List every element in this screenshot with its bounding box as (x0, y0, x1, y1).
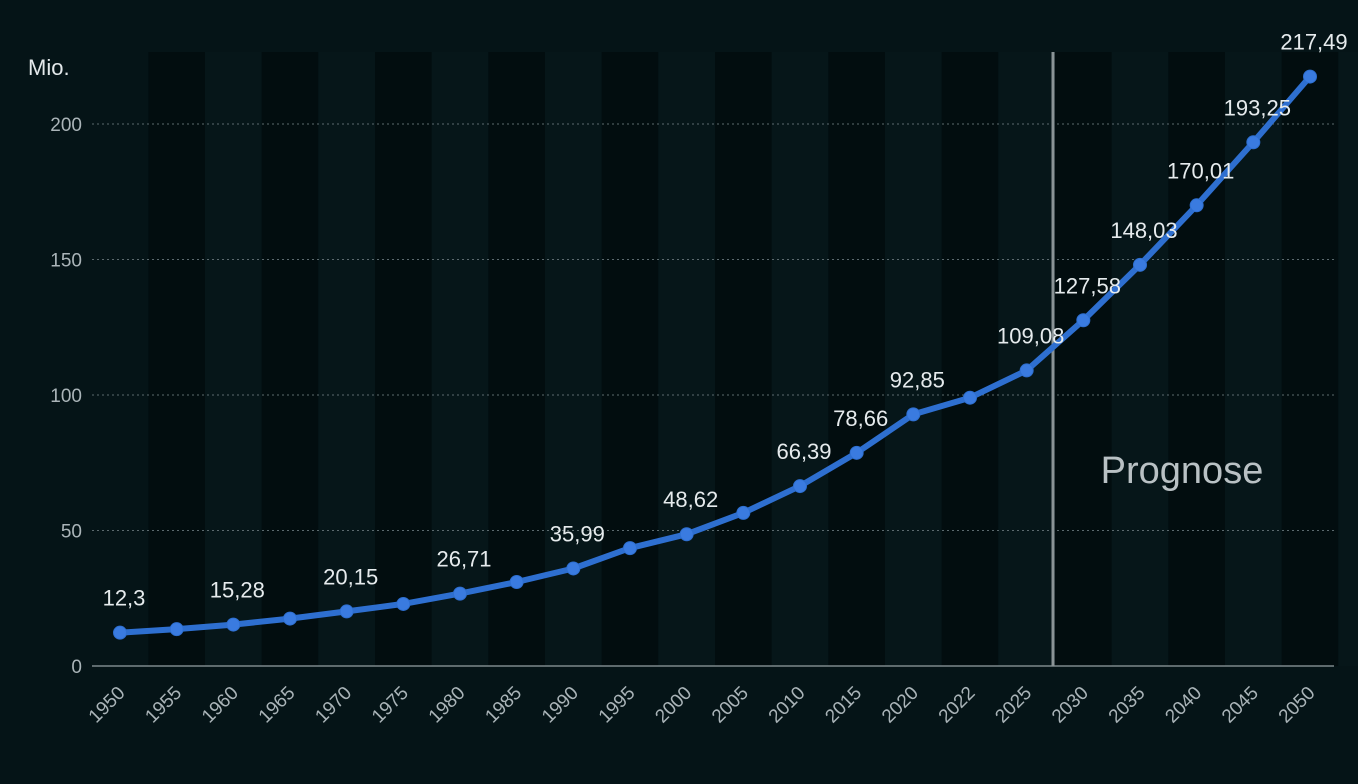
data-label: 193,25 (1224, 95, 1291, 120)
data-point (679, 527, 694, 542)
column-band (941, 52, 999, 666)
data-label: 127,58 (1054, 273, 1121, 298)
column-band (318, 52, 375, 666)
x-tick-label: 1980 (425, 683, 470, 728)
x-tick-label: 2015 (821, 683, 866, 728)
data-point (339, 604, 354, 619)
data-point (169, 622, 184, 637)
data-point (509, 574, 524, 589)
data-label: 26,71 (436, 547, 491, 572)
data-point (1303, 69, 1317, 84)
y-tick-label: 50 (61, 522, 82, 543)
data-label: 20,15 (323, 564, 378, 589)
x-tick-label: 2010 (765, 683, 810, 728)
data-point (1019, 363, 1034, 378)
column-band (658, 52, 715, 666)
x-tick-label: 2020 (878, 683, 923, 728)
x-tick-label: 1960 (198, 683, 243, 728)
data-point (623, 541, 637, 556)
column-band (205, 52, 262, 666)
x-tick-label: 1995 (595, 683, 640, 728)
data-point (566, 561, 581, 576)
column-band (885, 52, 942, 666)
data-label: 148,03 (1110, 218, 1177, 243)
x-tick-label: 1970 (311, 683, 356, 728)
data-point (1133, 257, 1147, 272)
data-point (1246, 135, 1261, 150)
column-band (261, 52, 319, 666)
x-tick-labels: 1950 1955 1960 1965 1970 1975 1980 1985 1990 1995… (85, 683, 1320, 728)
gridlines (92, 123, 1334, 531)
data-point (453, 586, 467, 601)
data-label: 12,3 (103, 586, 146, 611)
x-tick-label: 2005 (708, 683, 753, 728)
data-point (736, 505, 751, 520)
column-band (1168, 52, 1225, 666)
data-label: 15,28 (210, 578, 265, 603)
column-band (1281, 52, 1339, 666)
data-point (963, 390, 977, 405)
data-point (226, 617, 241, 632)
column-band (148, 52, 205, 666)
x-tick-label: 2040 (1161, 683, 1206, 728)
x-tick-label: 1950 (85, 683, 130, 728)
x-tick-label: 2050 (1275, 683, 1320, 728)
column-band (771, 52, 829, 666)
x-tick-label: 1985 (481, 683, 526, 728)
data-point (283, 611, 297, 626)
x-tick-label: 2035 (1105, 683, 1150, 728)
data-point (396, 596, 411, 611)
column-band (488, 52, 545, 666)
data-point (793, 479, 807, 494)
data-label: 48,62 (663, 487, 718, 512)
data-label: 92,85 (890, 367, 945, 392)
data-point (113, 625, 127, 640)
column-band (715, 52, 772, 666)
column-band (375, 52, 432, 666)
x-tick-label: 2025 (991, 683, 1036, 728)
data-points (113, 69, 1317, 640)
x-tick-label: 2000 (651, 683, 696, 728)
data-point (1076, 313, 1091, 328)
x-tick-label: 2030 (1048, 683, 1093, 728)
y-tick-label: 200 (50, 115, 82, 136)
forecast-label: Prognose (1101, 450, 1264, 492)
data-label: 35,99 (550, 521, 605, 546)
data-label: 78,66 (833, 406, 888, 431)
x-tick-label: 1975 (368, 683, 413, 728)
y-tick-label: 100 (50, 386, 82, 407)
data-label: 217,49 (1280, 30, 1347, 55)
data-point (849, 445, 864, 460)
data-label: 66,39 (776, 439, 831, 464)
column-band (1055, 52, 1112, 666)
column-band (601, 52, 659, 666)
x-tick-label: 1965 (255, 683, 300, 728)
data-label: 170,01 (1167, 158, 1234, 183)
data-point (1189, 198, 1204, 213)
data-point (906, 407, 921, 422)
column-band (1111, 52, 1169, 666)
y-tick-label: 0 (71, 657, 82, 678)
y-tick-label: 150 (50, 251, 82, 272)
data-labels: 12,3 15,28 20,15 26,71 35,99 48,62 66,3978,669… (103, 30, 1348, 611)
series-line (117, 73, 1313, 636)
data-label: 109,08 (997, 323, 1064, 348)
x-tick-label: 1955 (141, 683, 186, 728)
x-tick-label: 2022 (935, 683, 980, 728)
x-tick-label: 1990 (538, 683, 583, 728)
column-band (1338, 52, 1358, 666)
y-axis-unit-label: Mio. (28, 55, 70, 80)
x-tick-label: 2045 (1218, 683, 1263, 728)
column-band (828, 52, 885, 666)
column-band (431, 52, 489, 666)
column-band (998, 52, 1055, 666)
y-tick-labels: 0 50 100 150 200 (50, 115, 82, 678)
column-band (1225, 52, 1282, 666)
